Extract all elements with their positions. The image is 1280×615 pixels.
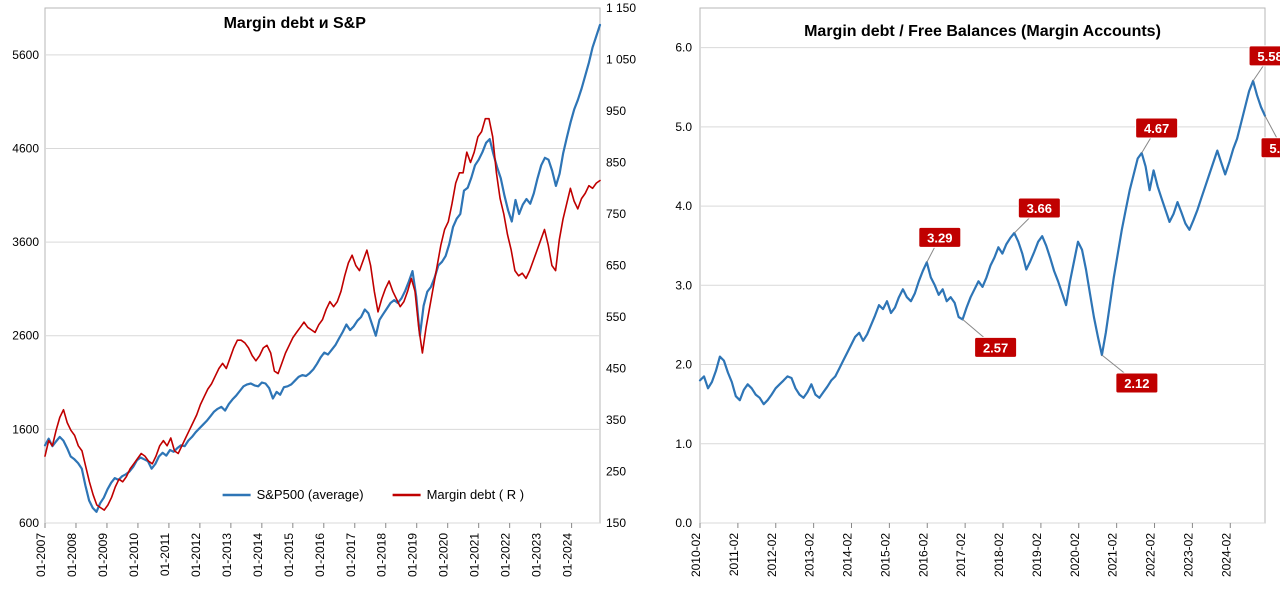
svg-text:01-2008: 01-2008 <box>65 533 79 577</box>
svg-text:2021-02: 2021-02 <box>1106 533 1120 577</box>
svg-text:950: 950 <box>606 104 626 118</box>
svg-text:2011-02: 2011-02 <box>727 533 741 576</box>
svg-text:1 150: 1 150 <box>606 1 636 15</box>
svg-text:2022-02: 2022-02 <box>1144 533 1158 577</box>
left-chart-svg: 600 1600 2600 3600 4600 5600 150 250 350 450 550 65… <box>0 0 640 615</box>
svg-text:3.0: 3.0 <box>675 278 692 292</box>
svg-text:01-2015: 01-2015 <box>282 533 296 577</box>
svg-text:01-2009: 01-2009 <box>96 533 110 577</box>
callout-value: 3.66 <box>1027 201 1052 216</box>
callout-value: 5.14 <box>1269 141 1280 156</box>
svg-text:850: 850 <box>606 156 626 170</box>
svg-text:2018-02: 2018-02 <box>992 533 1006 577</box>
svg-text:01-2007: 01-2007 <box>34 533 48 577</box>
svg-text:2013-02: 2013-02 <box>803 533 817 577</box>
svg-text:2024-02: 2024-02 <box>1219 533 1233 577</box>
svg-text:4.0: 4.0 <box>675 199 692 213</box>
svg-text:01-2023: 01-2023 <box>530 533 544 577</box>
svg-text:1 050: 1 050 <box>606 53 636 67</box>
svg-text:01-2022: 01-2022 <box>499 533 513 577</box>
svg-text:2023-02: 2023-02 <box>1181 533 1195 577</box>
svg-text:01-2011: 01-2011 <box>158 533 172 576</box>
svg-text:01-2016: 01-2016 <box>313 533 327 577</box>
svg-text:6.0: 6.0 <box>675 41 692 55</box>
svg-text:0.0: 0.0 <box>675 516 692 530</box>
right-chart-panel: 0.0 1.0 2.0 3.0 4.0 5.0 6.0 2010-02 2011-02 2012-… <box>640 0 1280 615</box>
callout-value: 2.12 <box>1124 376 1149 391</box>
svg-text:4600: 4600 <box>12 141 39 155</box>
svg-text:01-2020: 01-2020 <box>437 533 451 577</box>
svg-text:2010-02: 2010-02 <box>689 533 703 577</box>
svg-text:5600: 5600 <box>12 48 39 62</box>
svg-text:2012-02: 2012-02 <box>765 533 779 577</box>
svg-text:2600: 2600 <box>12 329 39 343</box>
svg-text:2015-02: 2015-02 <box>878 533 892 577</box>
svg-text:2016-02: 2016-02 <box>916 533 930 577</box>
svg-text:01-2021: 01-2021 <box>468 533 482 577</box>
svg-text:750: 750 <box>606 207 626 221</box>
svg-text:450: 450 <box>606 362 626 376</box>
svg-text:01-2012: 01-2012 <box>189 533 203 577</box>
svg-text:01-2013: 01-2013 <box>220 533 234 577</box>
svg-text:150: 150 <box>606 516 626 530</box>
svg-text:2017-02: 2017-02 <box>954 533 968 577</box>
legend-item: Margin debt ( R ) <box>427 487 525 502</box>
svg-text:01-2014: 01-2014 <box>251 533 265 577</box>
svg-text:2019-02: 2019-02 <box>1030 533 1044 577</box>
callout-value: 3.29 <box>927 230 952 245</box>
svg-text:1600: 1600 <box>12 422 39 436</box>
legend-item: S&P500 (average) <box>257 487 364 502</box>
svg-text:01-2018: 01-2018 <box>375 533 389 577</box>
svg-text:01-2024: 01-2024 <box>561 533 575 577</box>
right-chart-svg: 0.0 1.0 2.0 3.0 4.0 5.0 6.0 2010-02 2011-02 2012-… <box>640 0 1280 615</box>
svg-text:01-2017: 01-2017 <box>344 533 358 577</box>
svg-text:5.0: 5.0 <box>675 120 692 134</box>
svg-text:01-2010: 01-2010 <box>127 533 141 577</box>
right-chart-title: Margin debt / Free Balances (Margin Acco… <box>804 23 1161 40</box>
callout-value: 5.58 <box>1257 49 1280 64</box>
svg-text:550: 550 <box>606 310 626 324</box>
callout-value: 2.57 <box>983 340 1008 355</box>
svg-text:2020-02: 2020-02 <box>1068 533 1082 577</box>
svg-text:2.0: 2.0 <box>675 358 692 372</box>
callout-value: 4.67 <box>1144 121 1169 136</box>
svg-text:600: 600 <box>19 516 39 530</box>
left-chart-panel: 600 1600 2600 3600 4600 5600 150 250 350 450 550 65… <box>0 0 640 615</box>
svg-text:01-2019: 01-2019 <box>406 533 420 577</box>
left-chart-title: Margin debt и S&P <box>224 15 367 32</box>
svg-text:2014-02: 2014-02 <box>841 533 855 577</box>
svg-text:3600: 3600 <box>12 235 39 249</box>
svg-text:1.0: 1.0 <box>675 437 692 451</box>
svg-text:650: 650 <box>606 259 626 273</box>
svg-text:250: 250 <box>606 465 626 479</box>
svg-text:350: 350 <box>606 413 626 427</box>
